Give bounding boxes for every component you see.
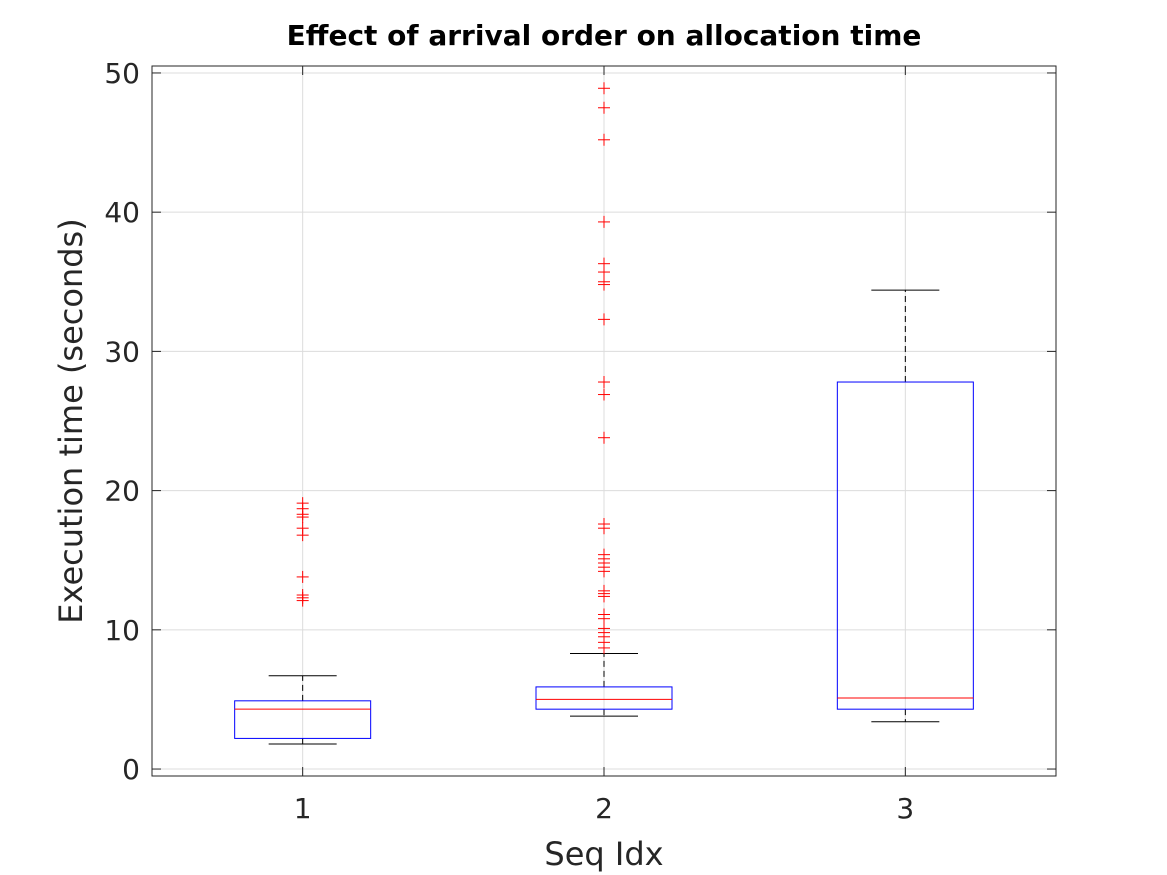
interquartile-box (535, 686, 673, 710)
box-group-2 (535, 82, 673, 717)
outlier-marker (598, 548, 610, 561)
plot-area: 0 10 20 30 40 50 1 2 3 (104, 57, 1057, 825)
x-tick-label: 3 (896, 792, 914, 825)
outlier-marker (598, 101, 610, 114)
outlier-marker (598, 215, 610, 228)
outlier-marker (598, 313, 610, 326)
outlier-marker (598, 584, 610, 597)
outlier-marker (598, 518, 610, 531)
outlier-marker (598, 257, 610, 270)
outlier-marker (598, 431, 610, 444)
outlier-marker (598, 376, 610, 389)
interquartile-box (234, 700, 372, 739)
box-group-3 (836, 289, 974, 723)
chart-title: Effect of arrival order on allocation ti… (287, 19, 922, 52)
x-tick-label: 1 (294, 792, 312, 825)
outlier-marker (296, 497, 309, 510)
outlier-marker (598, 133, 610, 146)
outlier-marker (598, 608, 610, 621)
y-tick-label: 0 (122, 753, 140, 786)
y-tick-label: 10 (104, 614, 140, 647)
y-tick-label: 50 (104, 57, 140, 90)
x-tick-label: 2 (595, 792, 613, 825)
interquartile-box (836, 381, 974, 710)
box-group-1 (234, 497, 372, 745)
outlier-marker (296, 522, 309, 535)
y-axis-label: Execution time (seconds) (52, 218, 90, 623)
y-tick-label: 40 (104, 196, 140, 229)
y-tick-label: 30 (104, 335, 140, 368)
outlier-marker (296, 570, 309, 583)
outlier-marker (296, 589, 309, 602)
y-tick-label: 20 (104, 475, 140, 508)
outlier-marker (598, 388, 610, 401)
outlier-marker (598, 82, 610, 95)
x-axis-label: Seq Idx (544, 835, 663, 873)
